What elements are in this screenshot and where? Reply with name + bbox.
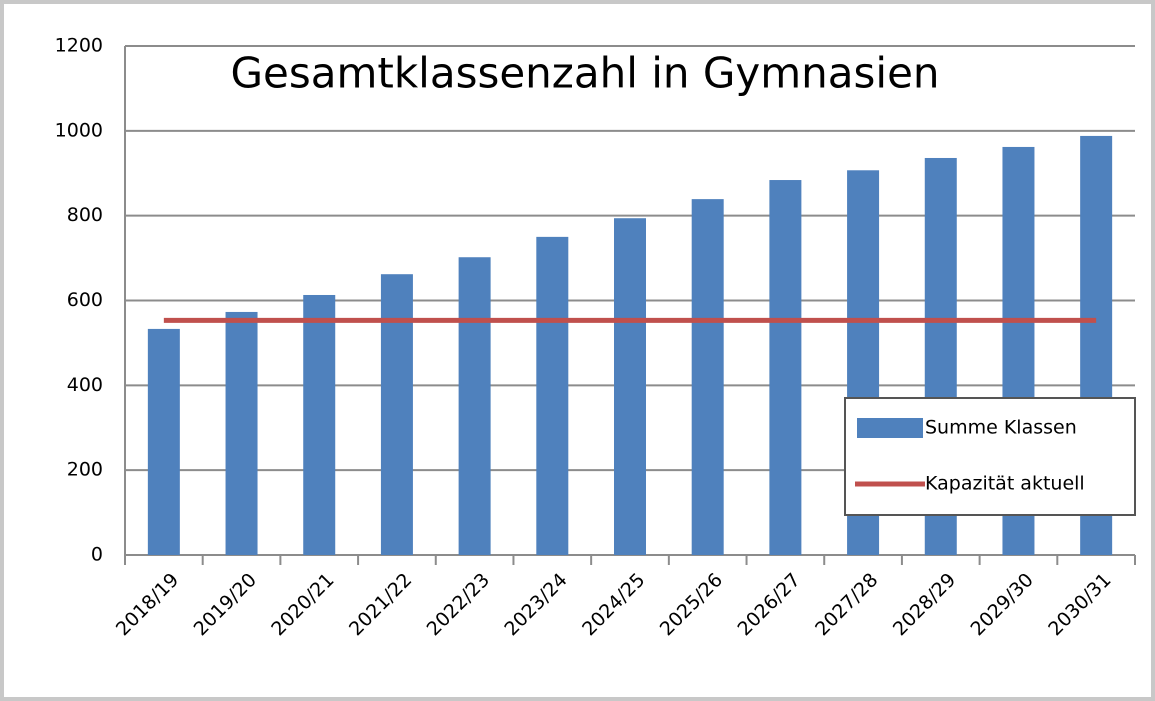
y-tick-label: 800: [67, 204, 103, 226]
y-tick-label: 200: [67, 459, 103, 481]
bar: [691, 199, 724, 556]
bar: [303, 294, 336, 555]
bar: [225, 311, 258, 555]
bar: [458, 257, 491, 555]
y-tick-label: 1200: [55, 35, 103, 57]
y-tick-label: 1000: [55, 119, 103, 141]
chart-title: Gesamtklassenzahl in Gymnasien: [230, 49, 939, 98]
legend-box: [844, 397, 1136, 516]
bar: [536, 236, 569, 555]
legend-label: Summe Klassen: [925, 417, 1077, 439]
bar: [769, 180, 802, 555]
legend-swatch: [857, 418, 923, 438]
y-tick-label: 0: [91, 544, 103, 566]
y-tick-label: 400: [67, 374, 103, 396]
y-tick-label: 600: [67, 289, 103, 311]
bar: [380, 274, 413, 555]
bar: [614, 218, 646, 555]
legend-label: Kapazität aktuell: [925, 473, 1085, 495]
bar: [147, 328, 180, 555]
